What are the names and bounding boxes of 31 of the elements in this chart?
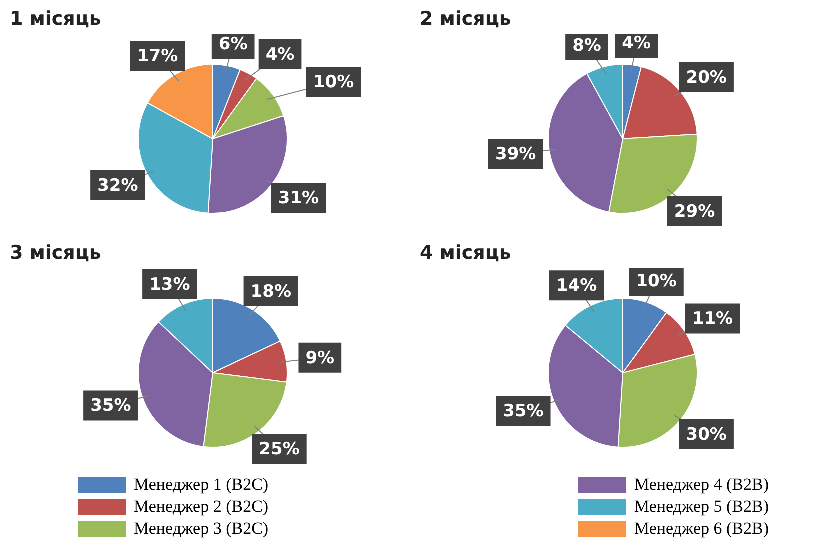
legend-label: Менеджер 4 (B2B) <box>634 475 769 495</box>
data-label: 13% <box>150 274 190 295</box>
data-label: 39% <box>495 144 536 165</box>
data-label: 18% <box>250 282 292 302</box>
data-label: 4% <box>266 44 295 65</box>
data-label: 17% <box>137 46 178 66</box>
data-label: 10% <box>636 272 677 292</box>
chart-title: 4 місяць <box>419 242 512 266</box>
data-label: 10% <box>313 72 354 93</box>
data-label: 6% <box>218 34 248 55</box>
data-label: 29% <box>674 202 716 222</box>
data-label: 35% <box>503 402 544 422</box>
data-label: 25% <box>259 440 300 460</box>
data-label: 4% <box>622 34 652 54</box>
data-label: 35% <box>90 396 132 416</box>
data-label: 11% <box>692 309 734 330</box>
legend-label: Менеджер 1 (B2C) <box>134 475 269 495</box>
data-label: 32% <box>98 176 138 196</box>
data-label: 8% <box>572 36 602 56</box>
legend-label: Менеджер 5 (B2B) <box>634 497 769 517</box>
data-label: 30% <box>686 424 727 445</box>
legend-label: Менеджер 3 (B2C) <box>134 519 269 539</box>
legend-label: Менеджер 2 (B2C) <box>134 497 269 517</box>
data-label: 14% <box>556 276 598 296</box>
chart-title: 1 місяць <box>9 8 102 32</box>
data-label: 9% <box>306 348 335 368</box>
chart-title: 3 місяць <box>9 242 102 266</box>
legend-label: Менеджер 6 (B2B) <box>634 519 769 539</box>
chart-title: 2 місяць <box>419 8 512 32</box>
data-label: 31% <box>278 188 320 209</box>
data-label: 20% <box>686 68 727 88</box>
